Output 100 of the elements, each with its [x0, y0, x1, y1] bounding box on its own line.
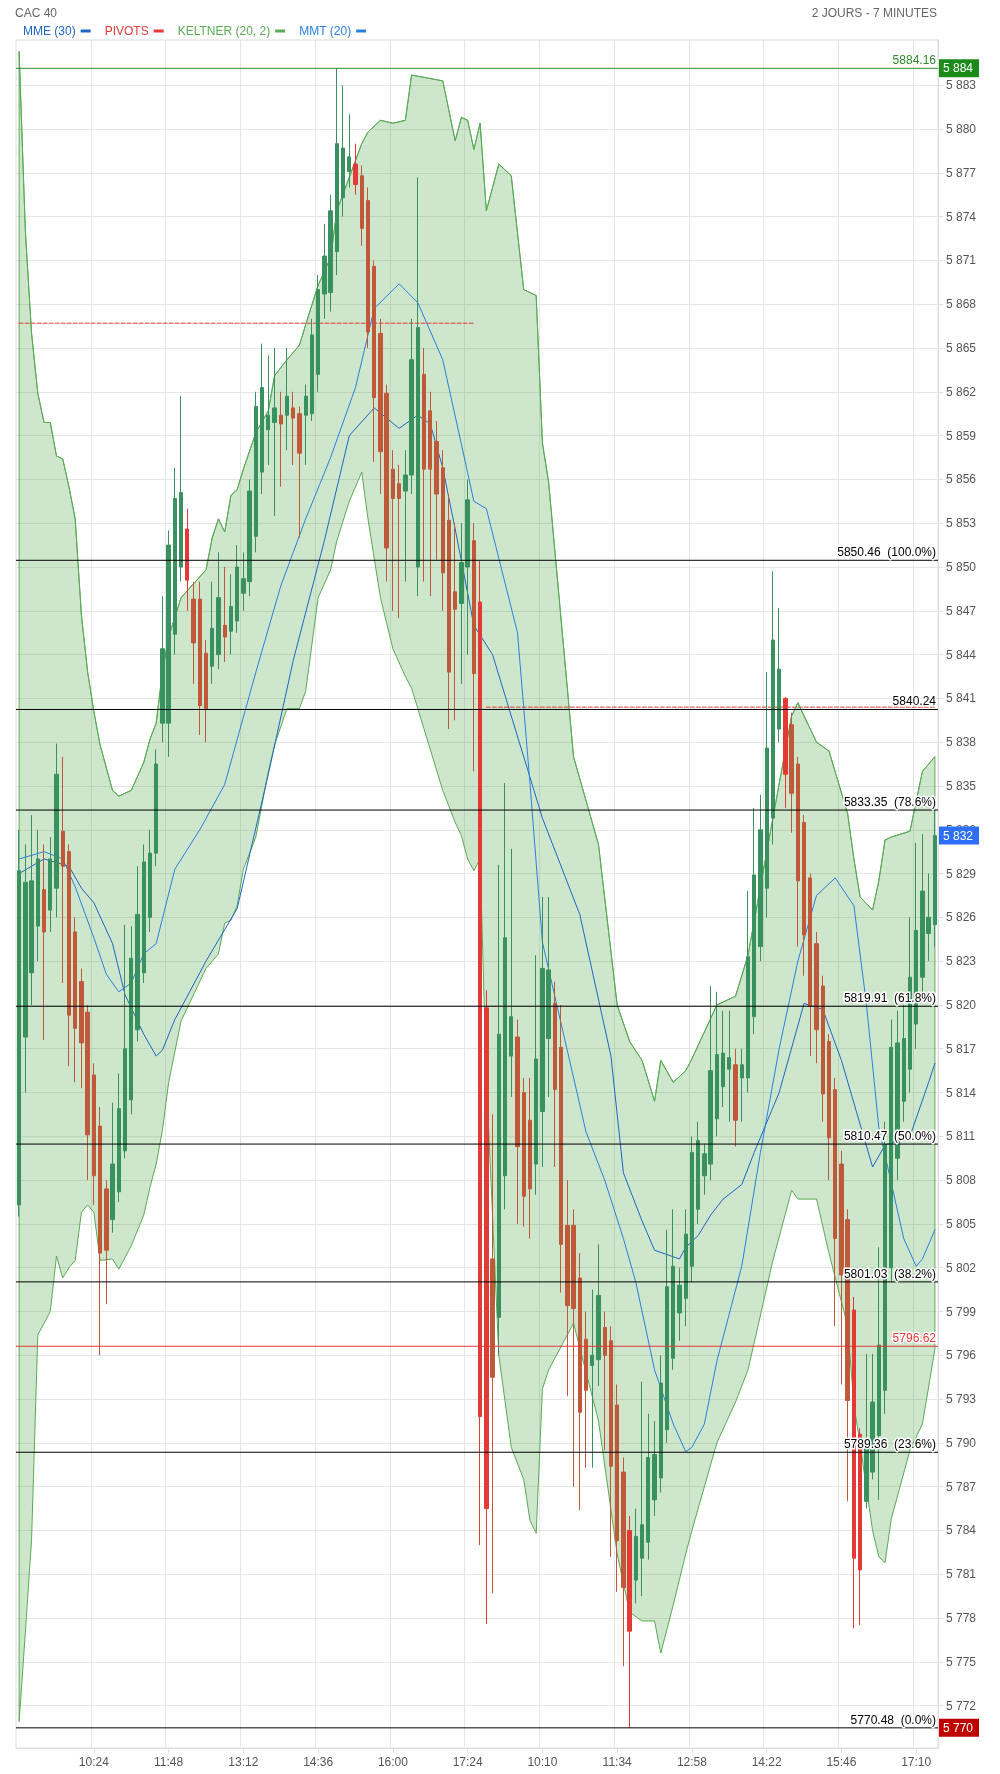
candlestick [347, 113, 351, 188]
candlestick [490, 1113, 495, 1594]
candlestick [148, 829, 152, 933]
candlestick [123, 924, 127, 1159]
candlestick [578, 1252, 582, 1511]
x-tick-label: 14:36 [303, 1755, 334, 1769]
candlestick [833, 1077, 837, 1327]
ref-line-label: 5840.24 [892, 694, 937, 709]
candlestick [129, 925, 133, 1115]
y-tick-label: 5 799 [946, 1304, 977, 1319]
candlestick [297, 405, 302, 539]
candlestick [497, 864, 501, 1356]
candlestick [254, 391, 258, 553]
candlestick [559, 1004, 563, 1294]
candlestick [802, 814, 806, 977]
candlestick [17, 829, 21, 1218]
candlestick [684, 1208, 688, 1327]
chart-title: CAC 40 [15, 6, 58, 20]
candlestick [528, 1077, 532, 1240]
candlestick [615, 1384, 619, 1593]
y-tick-label: 5 880 [946, 122, 977, 137]
x-tick-label: 10:10 [527, 1755, 558, 1769]
x-tick-label: 13:12 [228, 1755, 259, 1769]
x-tick-label: 10:24 [78, 1755, 110, 1769]
candlestick [110, 1102, 115, 1234]
y-tick-label: 5 817 [946, 1041, 977, 1056]
candlestick [353, 143, 358, 196]
candlestick [634, 1508, 638, 1604]
candlestick [304, 384, 308, 466]
y-tick-label: 5 778 [946, 1611, 977, 1626]
x-tick-label: 17:10 [901, 1755, 932, 1769]
y-tick-label: 5 877 [946, 165, 977, 180]
x-tick-label: 14:22 [751, 1755, 783, 1769]
candlestick [522, 1077, 526, 1228]
candlestick [67, 843, 71, 1067]
candlestick [902, 1004, 906, 1123]
candlestick [584, 1311, 588, 1469]
candlestick [727, 1010, 731, 1123]
y-tick-label: 5 856 [946, 472, 977, 487]
x-tick-label: 11:34 [602, 1755, 633, 1769]
candlestick [765, 671, 769, 918]
y-tick-label: 5 835 [946, 778, 977, 793]
line-series [18, 407, 936, 1260]
candlestick [821, 975, 825, 1123]
candlestick [210, 581, 214, 685]
y-tick-label: 5 871 [946, 253, 977, 268]
candlestick [335, 67, 339, 276]
chart-subtitle: 2 JOURS - 7 MINUTES [811, 6, 938, 20]
candlestick [509, 848, 513, 1098]
x-tick-label: 11:48 [154, 1755, 184, 1769]
candlestick [173, 467, 177, 656]
candlestick [98, 1106, 102, 1356]
y-tick-label: 5 844 [946, 647, 977, 662]
y-tick-label: 5 820 [946, 997, 977, 1012]
candlestick [677, 1267, 682, 1342]
candlestick [771, 570, 775, 845]
candlestick [796, 756, 800, 948]
y-tick-label: 5 787 [946, 1479, 977, 1494]
candlestick [441, 449, 445, 612]
candlestick [534, 954, 538, 1196]
y-tick-label: 5 796 [946, 1348, 977, 1363]
x-tick-label: 15:46 [826, 1755, 857, 1769]
y-tick-label: 5 865 [946, 341, 977, 356]
y-tick-label: 5 781 [946, 1567, 977, 1582]
candlestick [73, 916, 77, 1083]
y-tick-label: 5 847 [946, 603, 977, 618]
candlestick [814, 931, 819, 1064]
ref-line-label: 5796.62 [892, 1331, 937, 1346]
candlestick [198, 581, 202, 736]
y-tick-label: 5 883 [946, 78, 977, 93]
line-series [18, 283, 936, 1453]
ref-line-label: 5833.35 (78.6%) [843, 795, 936, 810]
legend-label: MMT (20) [299, 24, 352, 38]
candlestick [733, 1048, 738, 1148]
y-tick-label: 5 805 [946, 1216, 977, 1231]
candlestick [715, 991, 719, 1137]
x-tick-label: 12:58 [676, 1755, 708, 1769]
candlestick [135, 865, 140, 1042]
candlestick [104, 1179, 109, 1305]
annotation: 5 770 [943, 1720, 974, 1735]
ref-line-label: 5770.48 (0.0%) [850, 1712, 936, 1727]
y-tick-label: 5 802 [946, 1260, 977, 1275]
candlestick [285, 347, 289, 451]
candlestick [291, 391, 295, 466]
candlestick [627, 1515, 632, 1729]
candlestick [721, 1010, 725, 1108]
y-tick-label: 5 826 [946, 910, 977, 925]
candlestick [434, 420, 439, 561]
candlestick [391, 449, 395, 612]
x-tick-label: 16:00 [377, 1755, 409, 1769]
y-tick-label: 5 829 [946, 866, 977, 881]
y-tick-label: 5 868 [946, 297, 977, 312]
candlestick [652, 1420, 657, 1517]
y-tick-label: 5 841 [946, 691, 977, 706]
y-tick-label: 5 814 [946, 1085, 977, 1100]
candlestick [229, 573, 233, 656]
candlestick [260, 343, 264, 495]
candlestick [36, 829, 40, 962]
candlestick [553, 981, 557, 1168]
candlestick [621, 1456, 626, 1667]
